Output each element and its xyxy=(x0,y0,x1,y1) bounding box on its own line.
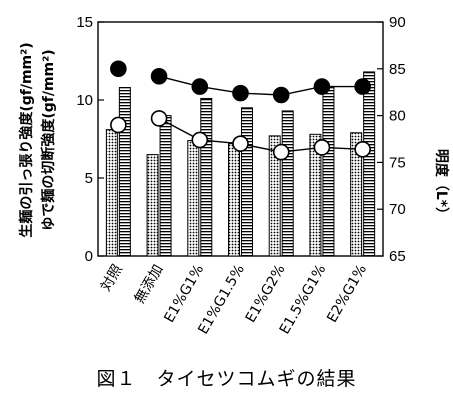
point-open-circle xyxy=(354,140,371,158)
right-tick-label: 85 xyxy=(389,61,406,78)
point-open-circle xyxy=(191,131,209,149)
point-filled-circle xyxy=(150,67,168,85)
point-filled-circle xyxy=(354,78,371,95)
left-tick-label: 15 xyxy=(76,14,93,31)
plot-frame xyxy=(97,21,384,257)
right-tick-label: 90 xyxy=(389,14,406,31)
bar-hatched xyxy=(281,110,294,257)
point-filled-circle xyxy=(313,78,331,95)
point-filled-circle xyxy=(272,86,290,104)
bar-dotted xyxy=(350,132,363,257)
point-filled-circle xyxy=(232,84,249,102)
bar-hatched xyxy=(363,71,376,257)
left-tick-label: 0 xyxy=(85,248,93,265)
figure-caption: 図１ タイセツコムギの結果 xyxy=(96,368,357,390)
right-axis-label: 明度（L*） xyxy=(433,149,450,221)
bar-hatched xyxy=(159,115,172,257)
right-tick-label: 70 xyxy=(389,201,406,218)
point-filled-circle xyxy=(191,78,209,95)
category-label: E1%G1% xyxy=(161,262,207,326)
bar-dotted xyxy=(105,129,118,257)
category-label: 無添加 xyxy=(132,262,167,306)
point-open-circle xyxy=(272,143,290,161)
point-open-circle xyxy=(110,116,127,134)
category-label: 対照 xyxy=(98,262,126,294)
right-tick-label: 80 xyxy=(389,108,406,125)
lines xyxy=(110,60,371,161)
bar-hatched xyxy=(322,87,335,257)
category-label: E1%G2% xyxy=(243,262,289,326)
chart: 0 5 10 15 65 70 75 80 85 90 対照 無添加E1%G1%E1%G1.5%E… xyxy=(18,14,450,337)
bar-dotted xyxy=(309,133,322,257)
left-tick-label: 5 xyxy=(85,170,93,187)
right-axis-ticks: 65 70 75 80 85 90 xyxy=(377,14,406,265)
bar-hatched xyxy=(200,97,213,257)
bar-dotted xyxy=(146,154,159,257)
bars xyxy=(105,71,376,257)
point-open-circle xyxy=(313,139,331,156)
plot-border xyxy=(97,21,384,257)
left-axis-ticks: 0 5 10 15 xyxy=(76,14,104,265)
bar-dotted xyxy=(187,140,200,257)
right-tick-label: 75 xyxy=(389,154,406,171)
bar-hatched xyxy=(118,87,131,257)
left-axis-label-line2: ゆで麺の切断強度(gf/mm²) xyxy=(40,49,57,230)
bar-dotted xyxy=(228,143,240,257)
point-filled-circle xyxy=(110,60,127,78)
left-axis-label-line1: 生麺の引っ張り強度(gf/mm²) xyxy=(18,42,35,237)
point-open-circle xyxy=(232,135,249,152)
point-open-circle xyxy=(150,110,168,127)
right-tick-label: 65 xyxy=(389,248,406,265)
bar-dotted xyxy=(268,135,281,257)
left-tick-label: 10 xyxy=(76,92,93,109)
category-label: E2%G1% xyxy=(324,262,370,326)
bar-hatched xyxy=(241,107,253,257)
